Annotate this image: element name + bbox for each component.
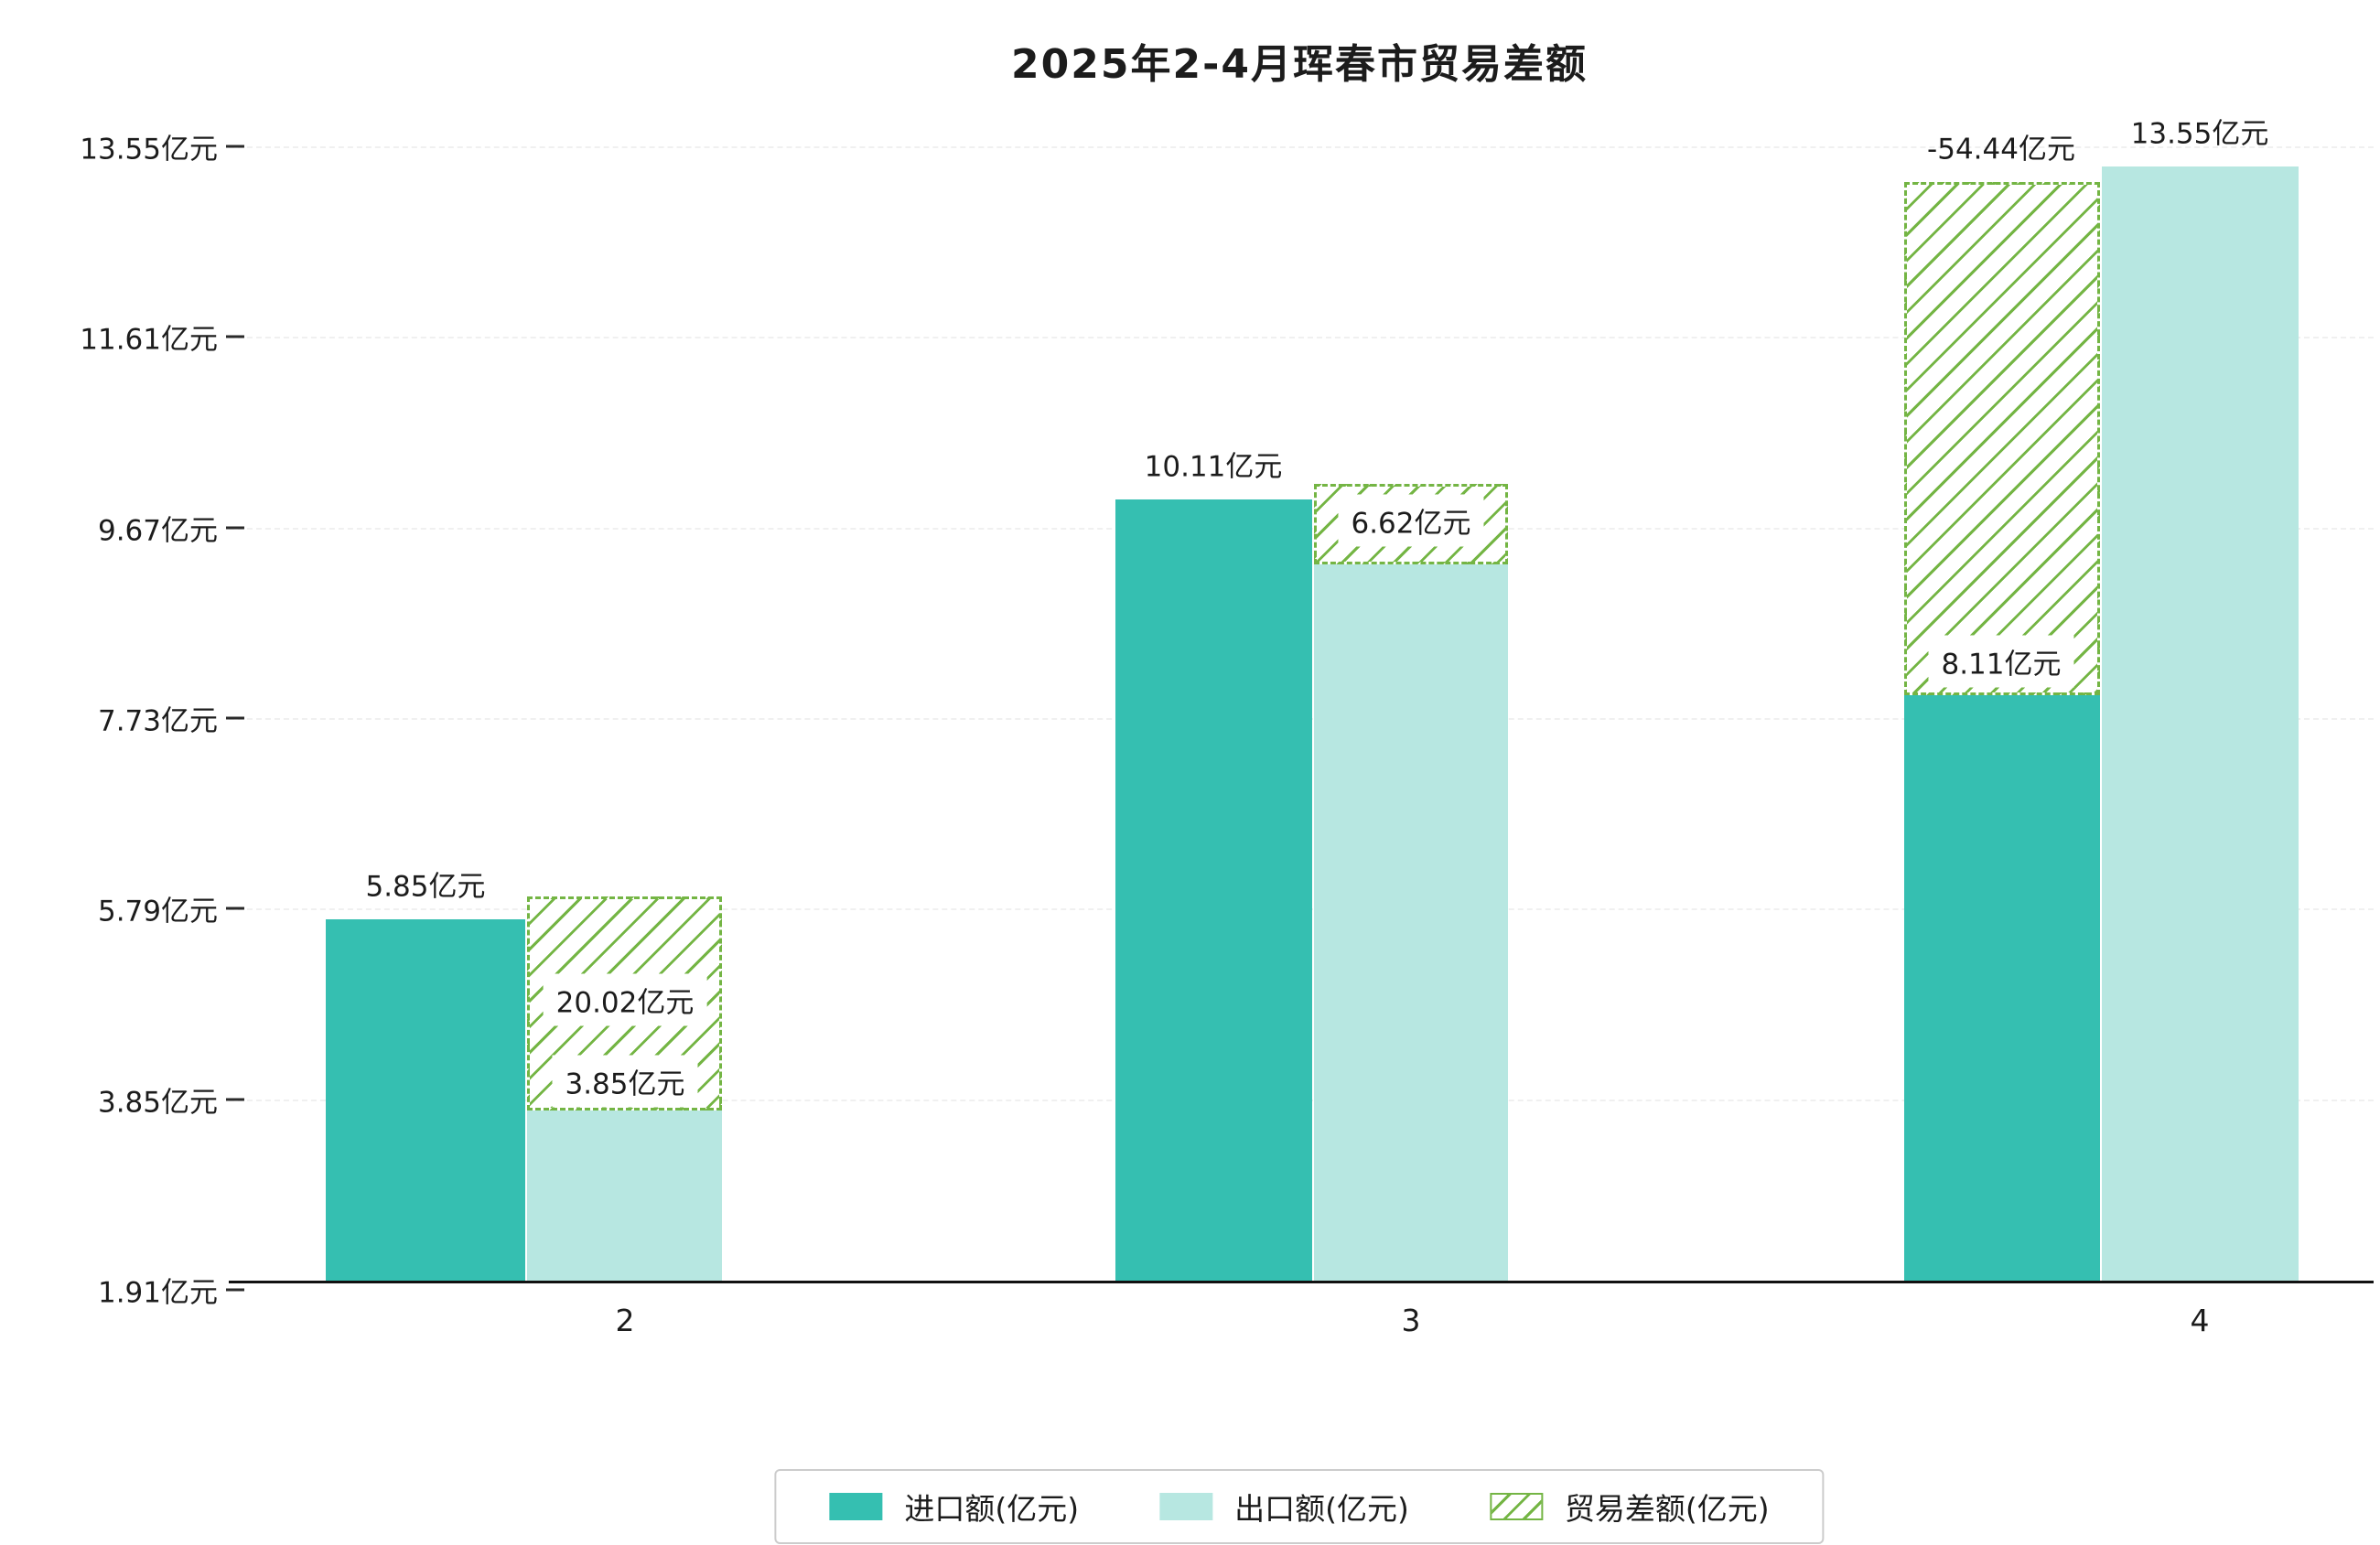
- legend-item-import: 进口额(亿元): [829, 1485, 1079, 1529]
- bar-export-month2: [527, 1110, 722, 1281]
- legend-label-trade-balance: 贸易差额(亿元): [1564, 1491, 1770, 1527]
- legend-item-trade-balance: 贸易差额(亿元): [1489, 1485, 1770, 1529]
- value-label-balance-month2: 20.02亿元: [543, 973, 707, 1026]
- value-label-import-month2: 5.85亿元: [365, 870, 486, 904]
- bar-export-month4: [2102, 166, 2299, 1281]
- y-tick-label: 11.61亿元: [80, 323, 218, 357]
- value-label-export-month3: 6.62亿元: [1338, 494, 1484, 547]
- value-label-import-month3: 10.11亿元: [1144, 450, 1283, 484]
- y-tick-mark: [226, 1288, 244, 1292]
- export-swatch-icon: [1159, 1493, 1213, 1520]
- y-tick-mark: [226, 145, 244, 148]
- x-tick-month3: 3: [1401, 1303, 1421, 1338]
- bar-import-month3: [1115, 499, 1312, 1281]
- trade-balance-hatch-swatch-icon: [1489, 1493, 1543, 1520]
- import-swatch-icon: [829, 1493, 883, 1520]
- x-axis-line: [229, 1281, 2374, 1283]
- y-tick-mark: [226, 907, 244, 910]
- x-tick-month2: 2: [615, 1303, 635, 1338]
- y-tick-mark: [226, 1098, 244, 1101]
- x-tick-month4: 4: [2190, 1303, 2210, 1338]
- value-label-export-month4: 13.55亿元: [2130, 117, 2269, 151]
- value-label-balance-month4: -54.44亿元: [1927, 133, 2075, 166]
- y-tick-label: 13.55亿元: [80, 133, 218, 166]
- y-tick-label: 3.85亿元: [97, 1086, 218, 1120]
- value-label-import-month4: 8.11亿元: [1928, 635, 2074, 688]
- y-tick-mark: [226, 716, 244, 720]
- y-tick-label: 7.73亿元: [97, 704, 218, 738]
- value-label-export-month2: 3.85亿元: [552, 1055, 698, 1108]
- chart-legend: 进口额(亿元) 出口额(亿元) 贸易差额(亿元): [774, 1469, 1825, 1544]
- bar-import-month4: [1904, 695, 2100, 1281]
- gridline: [229, 146, 2374, 148]
- gridline: [229, 337, 2374, 338]
- y-tick-mark: [226, 526, 244, 530]
- legend-label-import: 进口额(亿元): [904, 1491, 1080, 1527]
- y-tick-mark: [226, 335, 244, 338]
- chart-title: 2025年2-4月珲春市贸易差额: [1011, 41, 1588, 88]
- legend-item-export: 出口额(亿元): [1159, 1485, 1409, 1529]
- y-tick-label: 9.67亿元: [97, 514, 218, 548]
- y-tick-label: 5.79亿元: [97, 895, 218, 928]
- bar-export-month3: [1314, 564, 1508, 1281]
- y-tick-label: 1.91亿元: [97, 1276, 218, 1310]
- bar-trade-balance-month4: [1904, 182, 2100, 695]
- bar-import-month2: [326, 919, 525, 1281]
- legend-label-export: 出口额(亿元): [1234, 1491, 1409, 1527]
